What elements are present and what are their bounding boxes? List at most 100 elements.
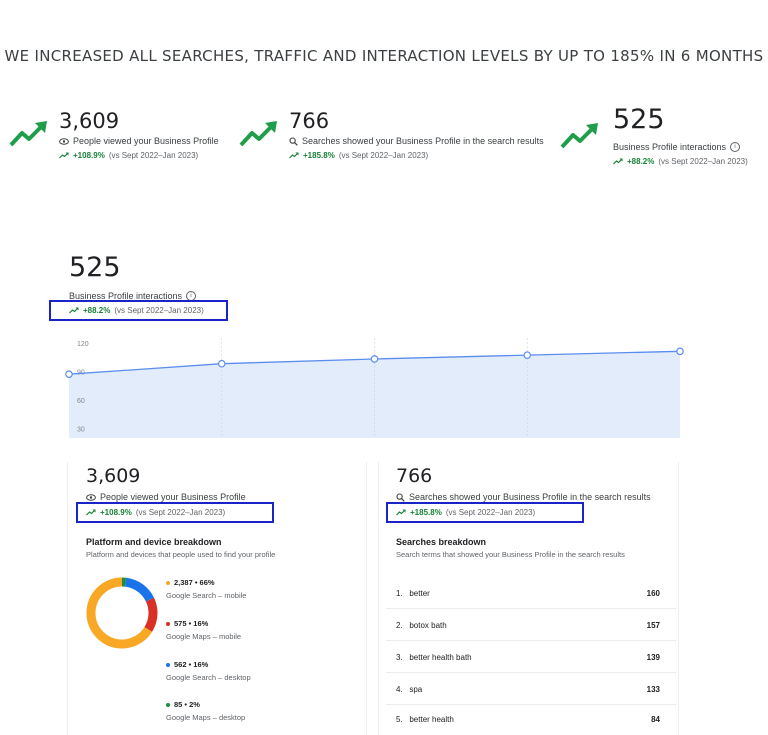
trend-up-icon [613, 158, 623, 165]
panel-border-right [678, 462, 679, 735]
searches-breakdown-title: Searches breakdown [396, 537, 487, 547]
legend-item: 575 • 16% Google Maps – mobile [166, 619, 241, 641]
legend-dot [166, 702, 170, 707]
page-headline: WE INCREASED ALL SEARCHES, TRAFFIC AND I… [4, 47, 764, 65]
stat-interactions-label-row: Business Profile interactions i [613, 142, 741, 152]
stat-views-pct: +108.9% [73, 151, 105, 160]
legend-item: 562 • 16% Google Search – desktop [166, 660, 251, 682]
panel-border-left [67, 462, 68, 735]
stat-interactions-pct: +88.2% [627, 157, 655, 166]
search-term-row: 5. better health 84 [396, 715, 660, 724]
row-divider [386, 640, 676, 641]
searches-panel-label-row: Searches showed your Business Profile in… [396, 492, 651, 502]
term-count: 139 [646, 653, 660, 662]
y-tick-label: 60 [77, 398, 85, 405]
legend-dot [166, 580, 170, 585]
stat-views-label-row: People viewed your Business Profile [59, 136, 219, 146]
searches-breakdown-subtitle: Search terms that showed your Business P… [396, 550, 625, 559]
term-rank: 4. [396, 685, 403, 694]
chart-points [65, 347, 684, 378]
highlight-box [76, 502, 274, 523]
interactions-value: 525 [69, 252, 121, 283]
donut-slices [86, 577, 158, 649]
term-text: spa [409, 685, 423, 694]
chart-point[interactable] [523, 351, 532, 359]
searches-panel-trend: +185.8% (vs Sept 2022–Jan 2023) [396, 508, 535, 517]
term-text: botox bath [409, 621, 447, 630]
searches-panel-label: Searches showed your Business Profile in… [409, 492, 651, 502]
stat-searches-pct: +185.8% [303, 151, 335, 160]
eye-icon [59, 137, 69, 145]
trending-up-icon [560, 123, 598, 149]
views-panel-label-row: People viewed your Business Profile [86, 492, 246, 502]
legend-value: 2,387 • 66% [174, 578, 215, 587]
stat-searches-label: Searches showed your Business Profile in… [302, 136, 544, 146]
search-term-row: 4. spa 133 [396, 685, 660, 694]
donut-slice [86, 577, 158, 649]
stat-searches-value: 766 [289, 109, 330, 133]
search-term-row: 1. better 160 [396, 589, 660, 598]
chart-point[interactable] [370, 355, 379, 363]
legend-item: 2,387 • 66% Google Search – mobile [166, 578, 246, 600]
legend-value: 562 • 16% [174, 660, 209, 669]
highlight-box [386, 502, 584, 523]
stat-interactions-trend: +88.2% (vs Sept 2022–Jan 2023) [613, 157, 748, 166]
y-tick-label: 120 [77, 341, 89, 348]
term-count: 157 [646, 621, 660, 630]
term-rank: 3. [396, 653, 403, 662]
trend-up-icon [86, 509, 96, 516]
row-divider [386, 608, 676, 609]
views-panel-value: 3,609 [86, 465, 141, 487]
searches-panel-value: 766 [396, 465, 433, 487]
eye-icon [86, 493, 96, 501]
term-count: 133 [646, 685, 660, 694]
legend-name: Google Maps – desktop [166, 713, 246, 722]
legend-item: 85 • 2% Google Maps – desktop [166, 700, 245, 722]
info-icon[interactable]: i [730, 142, 741, 152]
chart-point[interactable] [217, 359, 226, 368]
views-panel-period: (vs Sept 2022–Jan 2023) [135, 508, 226, 517]
term-text: better health bath [409, 653, 472, 662]
interactions-pct: +88.2% [83, 306, 111, 315]
term-rank: 5. [396, 715, 403, 724]
term-count: 84 [651, 715, 660, 724]
term-text: better [409, 589, 430, 598]
legend-dot [166, 662, 170, 667]
search-term-row: 3. better health bath 139 [396, 653, 660, 662]
y-tick-label: 30 [77, 426, 85, 433]
stat-interactions-period: (vs Sept 2022–Jan 2023) [658, 157, 748, 166]
row-divider [386, 672, 676, 673]
search-term-row: 2. botox bath 157 [396, 621, 660, 630]
row-divider [386, 704, 676, 705]
panel-border-mid-2 [378, 462, 379, 735]
legend-name: Google Search – mobile [166, 591, 247, 600]
platform-breakdown-subtitle: Platform and devices that people used to… [86, 550, 276, 559]
legend-name: Google Search – desktop [166, 673, 251, 682]
donut-slice [86, 577, 158, 649]
views-panel-label: People viewed your Business Profile [100, 492, 246, 502]
chart-point[interactable] [676, 347, 684, 356]
stat-interactions-label: Business Profile interactions [613, 142, 727, 152]
platform-donut-chart [86, 577, 158, 649]
term-rank: 1. [396, 589, 403, 598]
search-icon [289, 136, 298, 146]
stat-searches-label-row: Searches showed your Business Profile in… [289, 136, 544, 146]
trend-up-icon [289, 152, 299, 159]
term-count: 160 [646, 589, 660, 598]
stat-views-value: 3,609 [59, 109, 120, 133]
trending-up-icon [239, 121, 277, 147]
searches-panel-pct: +185.8% [410, 508, 442, 517]
panel-border-mid [366, 462, 367, 735]
legend-value: 575 • 16% [174, 619, 209, 628]
trend-up-icon [396, 509, 406, 516]
stat-interactions-value: 525 [613, 104, 665, 135]
views-panel-trend: +108.9% (vs Sept 2022–Jan 2023) [86, 508, 225, 517]
legend-dot [166, 621, 170, 626]
platform-breakdown-title: Platform and device breakdown [86, 537, 222, 547]
legend-value: 85 • 2% [174, 700, 200, 709]
interactions-period: (vs Sept 2022–Jan 2023) [114, 306, 204, 315]
search-icon [396, 492, 405, 502]
highlight-box [49, 300, 228, 321]
trending-up-icon [9, 121, 47, 147]
chart-point[interactable] [65, 370, 73, 378]
